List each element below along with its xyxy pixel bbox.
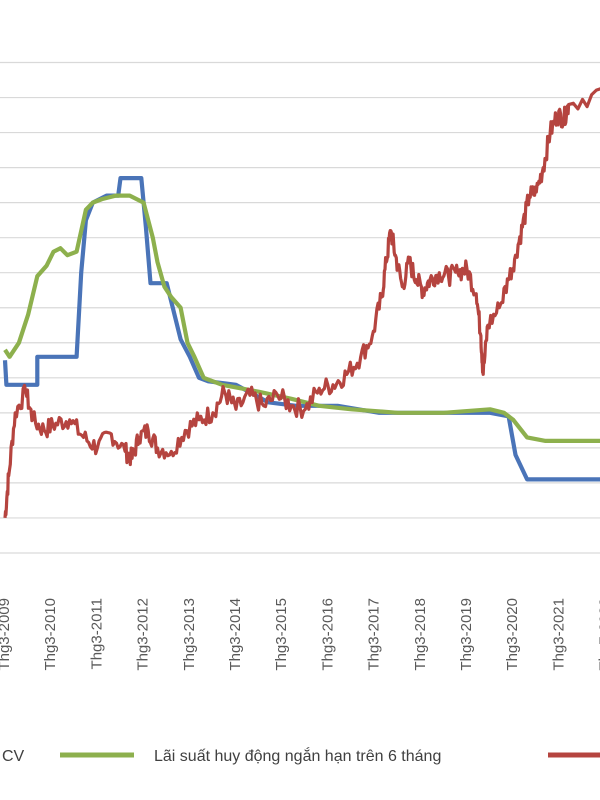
x-tick-label-9: Thg3-2018	[412, 598, 429, 671]
legend-label-0: CV	[2, 748, 25, 765]
series-lines	[2, 87, 600, 519]
x-tick-label-4: Thg3-2013	[181, 598, 198, 671]
x-tick-label-8: Thg3-2017	[366, 598, 383, 671]
x-tick-label-3: Thg3-2012	[135, 598, 152, 671]
x-tick-label-0: Thg3-2009	[0, 598, 13, 671]
x-tick-label-12: Thg3-2021	[550, 598, 567, 671]
x-tick-label-11: Thg3-2020	[504, 598, 521, 671]
x-tick-label-13: Thg7-2022	[597, 598, 600, 671]
legend: CV Lãi suất huy động ngắn hạn trên 6 thán…	[2, 746, 600, 765]
x-tick-label-7: Thg3-2016	[319, 598, 336, 671]
series-line-2	[3, 87, 600, 519]
gridlines	[0, 61, 600, 554]
x-tick-label-10: Thg3-2019	[458, 598, 475, 671]
x-tick-label-1: Thg3-2010	[42, 598, 59, 671]
series-line-0	[2, 176, 600, 482]
x-axis-tick-labels: Thg3-2009 Thg3-2010 Thg3-2011 Thg3-2012 Thg3…	[0, 598, 600, 671]
legend-label-1: Lãi suất huy động ngắn hạn trên 6 tháng	[154, 746, 441, 765]
series-line-1	[3, 193, 600, 443]
x-tick-label-5: Thg3-2014	[227, 598, 244, 671]
x-tick-label-2: Thg3-2011	[88, 598, 105, 669]
x-tick-label-6: Thg3-2015	[273, 598, 290, 671]
